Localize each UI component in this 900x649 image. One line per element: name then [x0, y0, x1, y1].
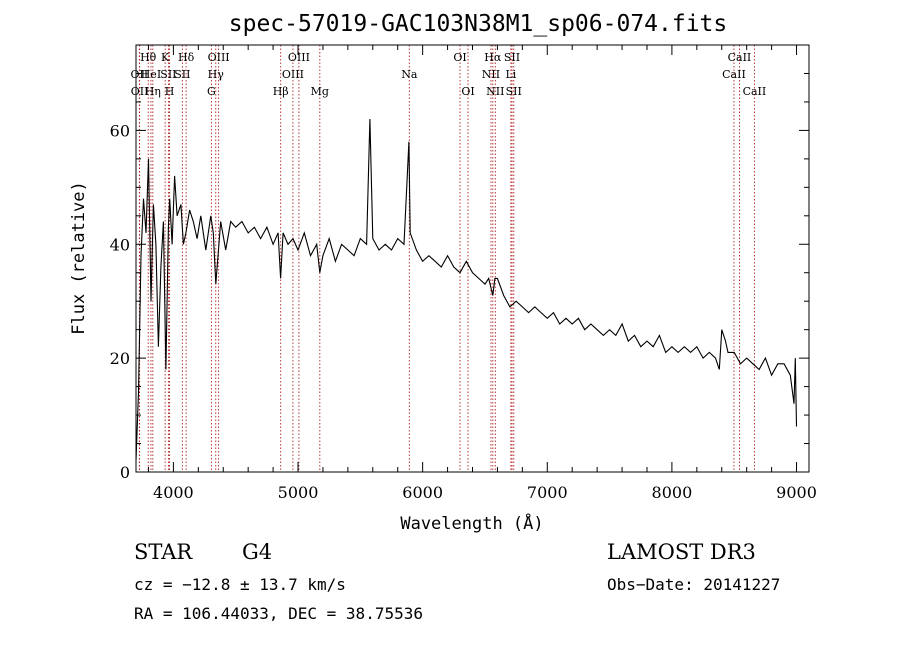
spectral-line-label: SII — [174, 68, 190, 81]
spectral-line-label: K — [161, 51, 170, 64]
spectral-line-label: OIII — [288, 51, 310, 64]
y-axis-ticks: 0 20 40 60 — [110, 72, 809, 482]
spectral-line-label: Hβ — [273, 85, 289, 98]
observation-date: Obs−Date: 20141227 — [607, 575, 781, 594]
x-tick-label: 5000 — [278, 483, 319, 502]
spectral-line-label: OII — [131, 68, 149, 81]
spectral-line-label: Hθ — [140, 51, 157, 64]
y-tick-label: 20 — [110, 349, 130, 368]
spectral-line-label: CaII — [722, 68, 746, 81]
y-tick-label: 60 — [110, 121, 130, 140]
spectral-line-label: OI — [453, 51, 466, 64]
spectral-line-label: Na — [401, 68, 418, 81]
spectrum-chart: spec-57019-GAC103N38M1_sp06-074.fits OII… — [69, 11, 817, 534]
y-tick-label: 0 — [120, 463, 130, 482]
x-axis-label: Wavelength (Å) — [400, 512, 543, 534]
spectral-line-markers — [138, 45, 755, 472]
x-tick-label: 6000 — [402, 483, 443, 502]
y-axis-label: Flux (relative) — [69, 181, 89, 335]
spectral-line-label: HeI — [141, 68, 161, 81]
spectral-line-label: G — [207, 85, 216, 98]
x-axis-ticks: 4000 5000 6000 7000 8000 9000 — [147, 45, 817, 502]
object-subclass: G4 — [242, 540, 273, 564]
spectral-line-label: Li — [505, 68, 516, 81]
x-tick-label: 9000 — [776, 483, 817, 502]
chart-title: spec-57019-GAC103N38M1_sp06-074.fits — [229, 11, 728, 37]
spectral-line-label: Hη — [145, 85, 161, 98]
spectral-line-label: Mg — [311, 85, 329, 98]
spectral-line-label: CaII — [728, 51, 752, 64]
x-tick-label: 4000 — [153, 483, 194, 502]
spectral-line-label: SII — [504, 51, 520, 64]
redshift-velocity: cz = −12.8 ± 13.7 km/s — [134, 575, 346, 594]
spectral-line-labels: OIIOIIHθHeIHηKSIIHHδSIIGOIIIHγHβOIIIOIII… — [131, 51, 767, 98]
spectral-line-label: SII — [160, 68, 176, 81]
spectral-line-label: Hα — [484, 51, 502, 64]
plot-frame — [135, 44, 810, 473]
spectral-line-label: SII — [506, 85, 522, 98]
spectrum-series-line — [135, 118, 798, 461]
spectral-line-label: OIII — [282, 68, 304, 81]
spectral-line-label: OI — [461, 85, 474, 98]
sky-coordinates: RA = 106.44033, DEC = 38.75536 — [134, 604, 423, 623]
survey-name: LAMOST DR3 — [607, 540, 756, 564]
spectral-line-label: Hδ — [178, 51, 195, 64]
x-tick-label: 8000 — [652, 483, 693, 502]
x-tick-label: 7000 — [527, 483, 568, 502]
spectral-line-label: NII — [482, 68, 500, 81]
spectral-line-label: Hγ — [208, 68, 225, 81]
spectral-line-label: OII — [131, 85, 149, 98]
spectral-line-label: H — [165, 85, 175, 98]
spectral-line-label: OIII — [208, 51, 230, 64]
y-tick-label: 40 — [110, 235, 130, 254]
spectral-line-label: NII — [486, 85, 504, 98]
spectral-line-label: CaII — [743, 85, 767, 98]
object-class: STAR — [134, 540, 193, 564]
